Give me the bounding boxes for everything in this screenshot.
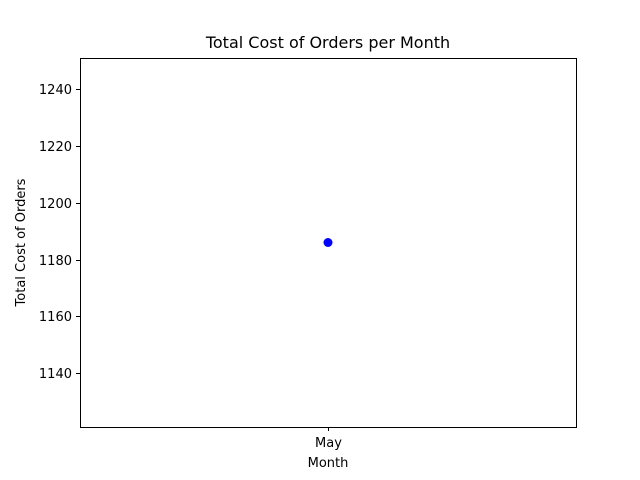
y-axis-ticks: 1140 1160 1180 1200 1220 1240 xyxy=(39,83,80,382)
data-point xyxy=(323,238,333,247)
y-tick-label: 1140 xyxy=(39,367,72,382)
y-tick-label: 1200 xyxy=(39,197,72,212)
y-tick-label: 1220 xyxy=(39,140,72,155)
y-axis-label: Total Cost of Orders xyxy=(14,178,29,307)
data-points xyxy=(323,238,333,247)
y-tick-label: 1180 xyxy=(39,254,72,269)
x-axis-ticks: May xyxy=(315,427,342,451)
y-tick-label: 1240 xyxy=(39,83,72,98)
x-axis-label: Month xyxy=(308,456,349,471)
x-tick-label: May xyxy=(315,436,342,451)
plot-area-frame xyxy=(80,58,577,428)
chart-title: Total Cost of Orders per Month xyxy=(205,33,450,52)
y-tick-label: 1160 xyxy=(39,310,72,325)
